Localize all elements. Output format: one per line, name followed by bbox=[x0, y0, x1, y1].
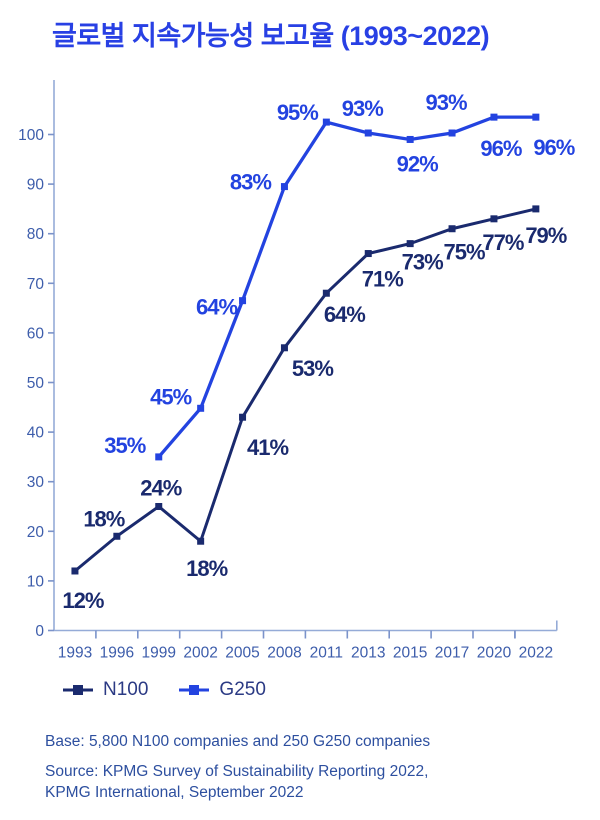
data-point-label: 93% bbox=[342, 96, 383, 121]
chart-footnotes: Base: 5,800 N100 companies and 250 G250 … bbox=[45, 731, 565, 803]
data-point-marker bbox=[239, 297, 247, 305]
data-point-marker bbox=[113, 532, 121, 540]
x-axis-year-label: 2017 bbox=[435, 645, 469, 662]
base-note: Base: 5,800 N100 companies and 250 G250 … bbox=[45, 733, 431, 750]
legend-label-g250: G250 bbox=[219, 679, 266, 700]
data-point-marker bbox=[490, 113, 498, 121]
x-axis-year-label: 2022 bbox=[519, 645, 553, 662]
data-point-label: 53% bbox=[292, 356, 333, 381]
data-point-marker bbox=[155, 503, 163, 510]
y-axis-tick-label: 40 bbox=[27, 425, 45, 442]
y-axis-tick-label: 20 bbox=[27, 524, 45, 541]
data-point-label: 18% bbox=[83, 506, 124, 531]
data-point-marker bbox=[322, 289, 330, 297]
y-axis-tick-label: 50 bbox=[27, 375, 45, 392]
data-point-marker bbox=[406, 240, 414, 248]
x-axis-year-label: 2020 bbox=[477, 645, 512, 662]
y-axis-tick-label: 10 bbox=[27, 573, 45, 590]
data-point-marker bbox=[532, 205, 540, 213]
data-point-marker bbox=[322, 118, 330, 126]
x-axis-year-label: 1999 bbox=[142, 645, 176, 662]
data-point-label: 93% bbox=[426, 90, 467, 115]
data-point-marker bbox=[280, 344, 288, 352]
data-point-label: 73% bbox=[402, 250, 443, 275]
n100-series-marker-icon bbox=[63, 685, 93, 695]
data-point-label: 41% bbox=[247, 435, 288, 460]
data-point-marker bbox=[532, 113, 540, 121]
data-point-label: 18% bbox=[186, 556, 227, 581]
data-point-marker bbox=[155, 453, 163, 461]
y-axis-tick-label: 0 bbox=[35, 623, 44, 640]
data-point-label: 64% bbox=[324, 302, 365, 327]
x-axis-year-label: 2013 bbox=[351, 645, 385, 662]
data-point-label: 75% bbox=[444, 240, 485, 265]
data-point-label: 96% bbox=[533, 135, 574, 160]
legend-label-n100: N100 bbox=[103, 679, 149, 700]
data-point-marker bbox=[364, 250, 372, 258]
data-point-marker bbox=[364, 129, 372, 137]
g250-series-marker-icon bbox=[179, 685, 210, 695]
data-point-marker bbox=[406, 135, 414, 143]
data-point-label: 45% bbox=[150, 384, 191, 409]
data-point-label: 64% bbox=[196, 295, 237, 320]
x-axis-year-label: 2005 bbox=[225, 645, 259, 662]
x-axis-year-label: 2015 bbox=[393, 645, 427, 662]
legend-item-g250: G250 bbox=[178, 679, 266, 701]
data-point-marker bbox=[197, 404, 205, 412]
data-point-marker bbox=[448, 129, 456, 137]
y-axis-tick-label: 90 bbox=[27, 177, 45, 194]
x-axis-year-label: 1993 bbox=[58, 645, 92, 662]
series-n100: 12% 18% 24% 18% 41% 53% 64% 71%73% 75%77% 79% bbox=[62, 205, 568, 613]
data-point-marker bbox=[239, 413, 247, 421]
line-chart: 0 10 20 30 40 50 60 70 80 90 100 1993 1996 1999 2002 20… bbox=[18, 80, 576, 662]
data-point-label: 79% bbox=[525, 223, 566, 248]
series-g250: 35%45% 64% 83% 95% 93% 92% 93% 96% 96% bbox=[104, 90, 576, 461]
data-point-marker bbox=[197, 537, 205, 545]
data-point-marker bbox=[448, 225, 456, 233]
data-point-label: 92% bbox=[397, 151, 438, 176]
data-point-label: 83% bbox=[230, 170, 271, 195]
data-point-label: 24% bbox=[140, 476, 181, 501]
data-point-label: 71% bbox=[362, 267, 403, 292]
y-axis-tick-label: 60 bbox=[27, 325, 45, 342]
chart-title: 글로벌 지속가능성 보고율 (1993~2022) bbox=[52, 21, 490, 51]
y-axis-tick-label: 80 bbox=[27, 226, 45, 243]
y-axis-tick-label: 70 bbox=[27, 276, 45, 293]
x-axis-year-label: 2002 bbox=[183, 645, 217, 662]
axes: 0 10 20 30 40 50 60 70 80 90 100 1993 1996 1999 2002 20… bbox=[18, 80, 558, 662]
y-axis-tick-label: 30 bbox=[27, 474, 45, 491]
x-axis-year-label: 2008 bbox=[267, 645, 301, 662]
data-point-label: 77% bbox=[482, 230, 523, 255]
data-point-label: 12% bbox=[62, 588, 103, 613]
legend-item-n100: N100 bbox=[62, 679, 148, 701]
x-axis-year-label: 2011 bbox=[310, 645, 343, 662]
data-point-label: 35% bbox=[104, 433, 145, 458]
y-axis-tick-label: 100 bbox=[18, 127, 44, 144]
chart-legend: N100 G250 bbox=[62, 679, 266, 701]
data-point-marker bbox=[490, 215, 498, 223]
source-note: Source: KPMG Survey of Sustainability Re… bbox=[45, 763, 429, 801]
data-point-label: 96% bbox=[480, 136, 521, 161]
data-point-label: 95% bbox=[277, 100, 318, 125]
x-axis-year-label: 1996 bbox=[100, 645, 134, 662]
data-point-marker bbox=[280, 183, 288, 191]
data-point-marker bbox=[71, 567, 79, 575]
